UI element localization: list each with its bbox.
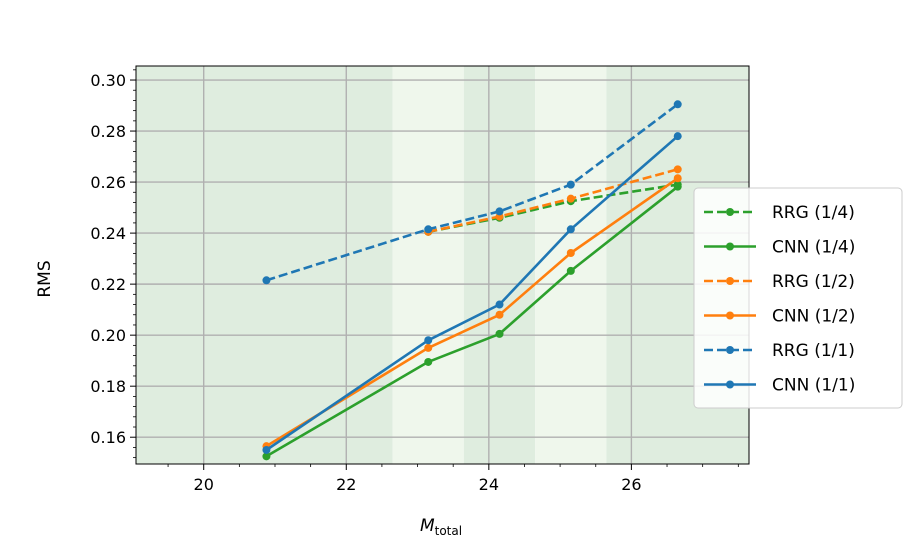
x-tick-label: 22 [336,475,356,494]
data-point [262,276,271,285]
x-axis-label: Mtotal [420,516,462,538]
data-point [566,194,575,203]
data-point [424,357,433,366]
background-band-3 [535,66,607,464]
legend-marker [726,208,734,216]
data-point [424,225,433,234]
x-tick-label: 26 [621,475,641,494]
legend-entry-label: RRG (1/1) [772,341,855,361]
legend-marker [726,311,734,320]
legend-marker [726,380,734,389]
data-point [673,182,682,191]
data-point [673,100,682,109]
legend-entry-label: CNN (1/2) [772,307,855,327]
y-tick-label: 0.26 [90,173,126,192]
legend-entry-label: RRG (1/2) [772,272,855,292]
data-point [262,452,271,461]
data-point [424,336,433,345]
x-tick-label: 20 [194,475,214,494]
data-point [495,300,504,309]
y-tick-label: 0.16 [90,428,126,447]
data-point [424,343,433,352]
data-point [566,266,575,275]
x-axis-label-main: M [420,516,435,536]
y-tick-label: 0.30 [90,71,126,90]
legend-entry-label: RRG (1/4) [772,203,855,223]
data-point [566,180,575,189]
x-axis-label-subscript: total [435,524,462,538]
series-line-0 [427,183,678,234]
y-tick-label: 0.28 [90,122,126,141]
data-point [566,225,575,234]
series-lines [262,100,682,461]
background-band-0 [136,66,393,464]
y-tick-label: 0.18 [90,377,126,396]
x-axis: 20 22 24 26 [167,464,739,494]
legend-entry-label: CNN (1/4) [772,238,855,258]
legend: RRG (1/4) CNN (1/4) RRG (1/2) CNN (1/2) RRG … [693,187,903,409]
y-tick-label: 0.22 [90,275,126,294]
background-band-1 [392,66,464,464]
background-band-2 [463,66,536,464]
data-point [495,207,504,216]
data-point [673,165,682,174]
data-point [262,445,271,454]
data-point [495,329,504,338]
grid-lines [136,66,749,464]
data-point [673,174,682,183]
legend-marker [726,242,734,251]
legend-marker [726,346,734,354]
x-tick-label: 24 [479,475,499,494]
y-axis-label: RMS [35,260,55,297]
y-tick-label: 0.20 [90,326,126,345]
data-point [566,249,575,258]
data-point [495,310,504,319]
background-bands [136,66,749,464]
y-axis: 0.16 0.18 0.20 0.22 0.24 0.26 0.28 0.30 [90,69,136,459]
legend-marker [726,277,734,285]
legend-box [693,187,903,409]
y-tick-label: 0.24 [90,224,126,243]
data-point [673,132,682,141]
legend-entry-label: CNN (1/1) [772,376,855,396]
